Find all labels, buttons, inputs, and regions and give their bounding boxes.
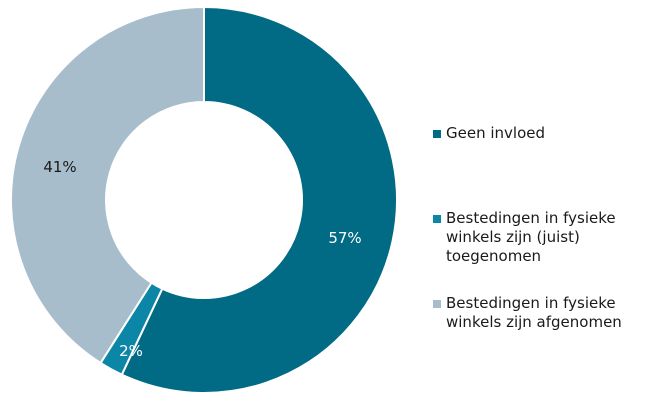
donut-slice-bestedingen-in-fysieke-winkels <box>10 5 205 365</box>
data-label-bestedingen-in-fysieke-winkels: 2% <box>119 342 143 360</box>
data-label-geen-invloed: 57% <box>328 229 361 247</box>
legend-label-afgenomen: Bestedingen in fysieke winkels zijn afge… <box>446 294 622 331</box>
chart-legend: Geen invloed Bestedingen in fysieke wink… <box>433 0 669 394</box>
donut-slice-geen-invloed <box>120 5 398 394</box>
legend-swatch-afgenomen <box>433 300 441 308</box>
legend-swatch-geen-invloed <box>433 130 441 138</box>
legend-item-geen-invloed: Geen invloed <box>433 124 545 143</box>
legend-label-geen-invloed: Geen invloed <box>446 124 546 142</box>
legend-item-afgenomen: Bestedingen in fysieke winkels zijn afge… <box>433 294 622 332</box>
legend-swatch-toegenomen <box>433 215 441 223</box>
legend-item-toegenomen: Bestedingen in fysieke winkels zijn (jui… <box>433 209 616 266</box>
data-label-bestedingen-in-fysieke-winkels: 41% <box>43 158 76 176</box>
legend-label-toegenomen: Bestedingen in fysieke winkels zijn (jui… <box>446 209 616 265</box>
